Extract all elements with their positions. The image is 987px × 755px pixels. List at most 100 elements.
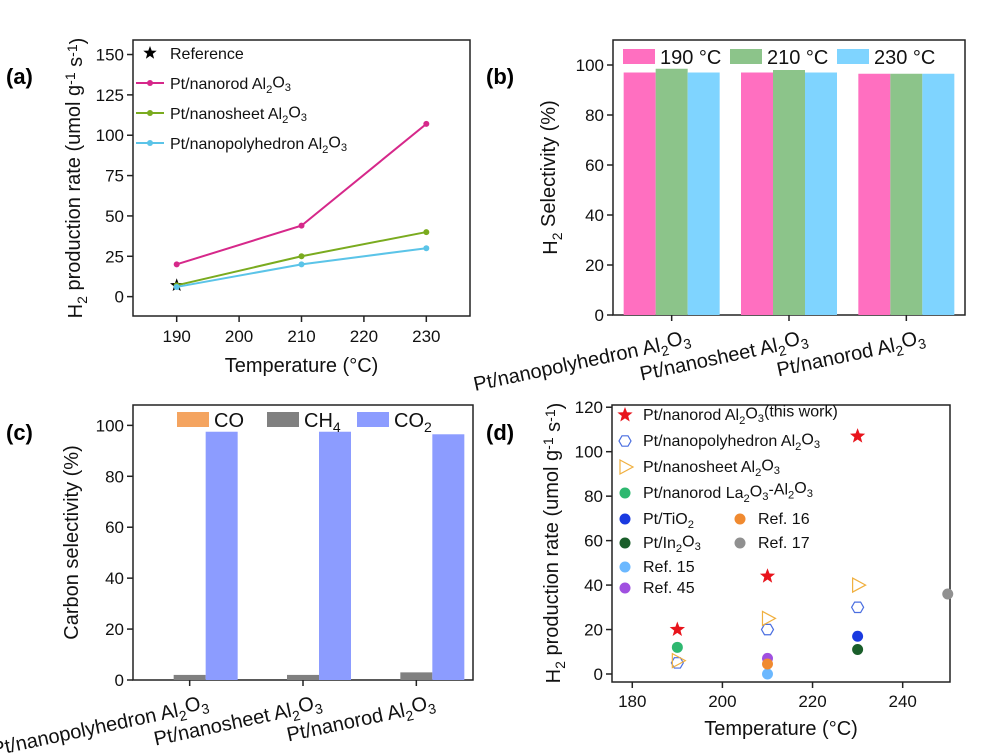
y-tick-label: 80 — [584, 487, 603, 506]
legend-swatch — [177, 412, 209, 427]
y-tick-label: 100 — [96, 126, 124, 145]
data-point — [298, 261, 305, 268]
data-point — [298, 222, 305, 229]
bar-ch4 — [400, 672, 433, 680]
legend-label: Ref. 17 — [758, 535, 810, 552]
x-tick-label: 230 — [412, 327, 440, 346]
y-tick-label: 25 — [105, 247, 124, 266]
legend-swatch — [623, 49, 655, 64]
series-9 — [942, 588, 954, 600]
legend-label: Pt/nanosheet Al2O3 — [170, 104, 307, 126]
plot-frame — [132, 404, 474, 681]
y-tick-label: 100 — [575, 443, 603, 462]
legend-marker — [147, 110, 153, 116]
bar-co2 — [319, 431, 351, 680]
legend-label: Pt/nanorod Al2O3 — [170, 74, 291, 96]
panel-a: 190 200 210 220 230 0 25 50 75 100 125 150 H2 produc… — [6, 38, 471, 377]
legend-label: CO — [214, 410, 244, 432]
legend-label: Ref. 16 — [758, 511, 810, 528]
bar-230-c — [687, 72, 720, 315]
y-tick-label: 20 — [105, 620, 124, 639]
legend-label: 210 °C — [767, 47, 828, 69]
data-point — [423, 245, 430, 252]
bar-210-c — [773, 70, 805, 315]
data-point — [852, 644, 864, 656]
y-tick-label: 80 — [585, 106, 604, 125]
legend-marker — [619, 458, 635, 476]
legend-label: Pt/nanopolyhedron Al2O3 — [170, 134, 347, 156]
panel-label: (a) — [6, 64, 33, 89]
legend-marker — [147, 80, 153, 86]
bar-ch4 — [173, 674, 206, 680]
data-point — [173, 261, 180, 268]
legend-label: Reference — [170, 46, 244, 63]
x-tick-label: 200 — [708, 692, 736, 711]
y-tick-label: 100 — [576, 56, 604, 75]
legend-marker — [619, 513, 631, 525]
data-point — [671, 652, 687, 669]
panel-label: (b) — [486, 64, 514, 89]
series-8 — [761, 658, 773, 670]
legend-marker — [143, 46, 157, 59]
y-tick-label: 125 — [96, 86, 124, 105]
data-point — [173, 283, 180, 290]
bar-ch4 — [287, 674, 319, 680]
y-tick-label: 60 — [105, 518, 124, 537]
y-tick-label: 40 — [584, 576, 603, 595]
legend-marker — [619, 561, 631, 573]
x-tick-label: 210 — [287, 327, 315, 346]
legend-label: Pt/TiO2 — [643, 511, 694, 531]
bar-190-c — [741, 72, 773, 315]
x-tick-label: 190 — [162, 327, 190, 346]
series-0 — [669, 428, 866, 636]
bar-co2 — [205, 431, 238, 680]
bar-190-c — [858, 73, 891, 315]
series-4 — [852, 630, 864, 642]
legend-marker — [618, 435, 632, 447]
y-tick-label: 20 — [584, 621, 603, 640]
y-tick-label: 0 — [115, 671, 124, 690]
series-5 — [852, 644, 864, 656]
y-tick-label: 60 — [584, 532, 603, 551]
y-tick-label: 0 — [594, 665, 603, 684]
series-2 — [671, 577, 867, 669]
panel-d: 180 200 220 240 0 20 40 60 80 100 120 H2 production… — [486, 398, 954, 740]
x-tick-label: 220 — [798, 692, 826, 711]
legend-label: 190 °C — [660, 47, 721, 69]
data-point — [761, 610, 777, 627]
legend-label: Pt/nanopolyhedron Al2O3 — [643, 431, 820, 453]
y-tick-label: 80 — [105, 467, 124, 486]
y-tick-label: 100 — [96, 416, 124, 435]
series-2 — [173, 229, 430, 289]
y-tick-label: 60 — [585, 156, 604, 175]
bar-190-c — [623, 72, 656, 315]
legend-marker — [619, 582, 631, 594]
legend-swatch — [267, 412, 299, 427]
legend-label: Ref. 45 — [643, 580, 695, 597]
data-point — [852, 630, 864, 642]
panel-label: (d) — [486, 420, 514, 445]
legend-label: 230 °C — [874, 47, 935, 69]
legend-label: Pt/In2O3 — [643, 533, 701, 555]
y-tick-label: 50 — [105, 207, 124, 226]
y-tick-label: 0 — [115, 288, 124, 307]
y-axis-label: Carbon selectivity (%) — [61, 445, 83, 640]
legend-label: CH4 — [304, 410, 341, 435]
data-point — [669, 621, 685, 636]
series-6 — [761, 668, 773, 680]
data-point — [761, 658, 773, 670]
legend-swatch — [837, 49, 869, 64]
data-point — [760, 623, 775, 636]
x-axis-label: Temperature (°C) — [225, 355, 379, 377]
series-3 — [671, 641, 683, 653]
x-tick-label: 180 — [618, 692, 646, 711]
y-tick-label: 40 — [585, 206, 604, 225]
data-point — [852, 577, 867, 594]
legend-label: Pt/nanorod La2O3-Al2O3 — [643, 480, 813, 505]
data-point — [850, 428, 866, 443]
x-tick-label: 200 — [225, 327, 253, 346]
data-point — [850, 601, 865, 614]
